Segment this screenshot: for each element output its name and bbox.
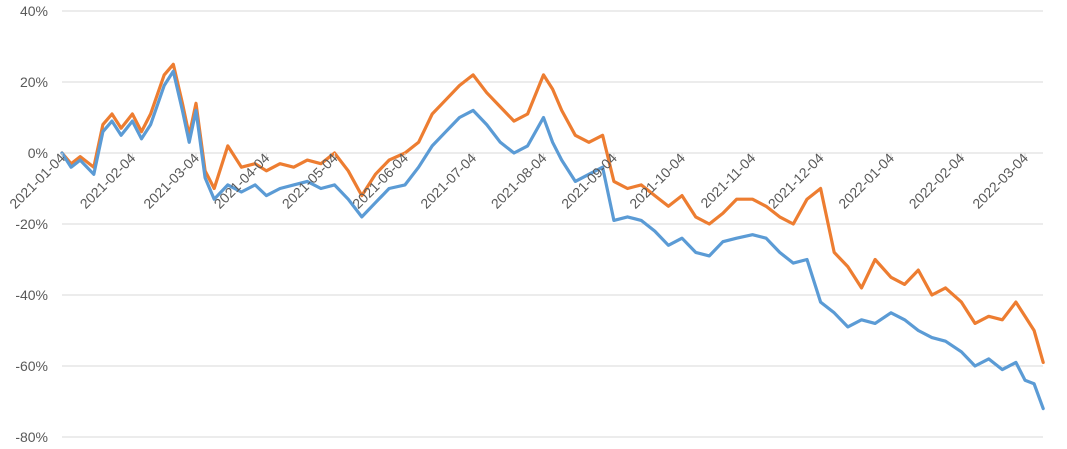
- x-tick-label: 2021-08-04: [488, 150, 550, 212]
- y-tick-label: -40%: [15, 287, 48, 303]
- x-axis-tick-labels: 2021-01-04 2021-02-04 2021-03-04 2021-04-04…: [6, 150, 1031, 212]
- series-lines: [60, 62, 1045, 411]
- x-tick-label: 2022-01-04: [835, 150, 897, 212]
- x-tick-label: 2021-10-04: [626, 150, 688, 212]
- x-tick-label: 2021-04-04: [211, 150, 273, 212]
- y-tick-label: 0%: [28, 145, 48, 161]
- series-line-1: [60, 62, 1045, 364]
- x-tick-label: 2021-06-04: [349, 150, 411, 212]
- y-tick-label: 40%: [20, 3, 48, 19]
- y-tick-label: -60%: [15, 358, 48, 374]
- series-line-2: [60, 69, 1045, 411]
- x-tick-label: 2021-07-04: [417, 150, 479, 212]
- y-tick-label: -80%: [15, 429, 48, 445]
- y-axis-tick-labels: 40% 20% 0% -20% -40% -60% -80%: [15, 3, 48, 445]
- x-tick-label: 2021-11-04: [697, 150, 758, 211]
- x-tick-label: 2021-02-04: [77, 150, 139, 212]
- x-tick-label: 2021-05-04: [279, 150, 341, 212]
- x-tick-label: 2022-02-04: [906, 150, 968, 212]
- x-tick-label: 2022-03-04: [969, 150, 1031, 212]
- y-tick-label: 20%: [20, 74, 48, 90]
- x-tick-label: 2021-12-04: [765, 150, 827, 212]
- x-tick-label: 2021-03-04: [140, 150, 202, 212]
- y-tick-label: -20%: [15, 216, 48, 232]
- gridlines: [62, 10, 1043, 438]
